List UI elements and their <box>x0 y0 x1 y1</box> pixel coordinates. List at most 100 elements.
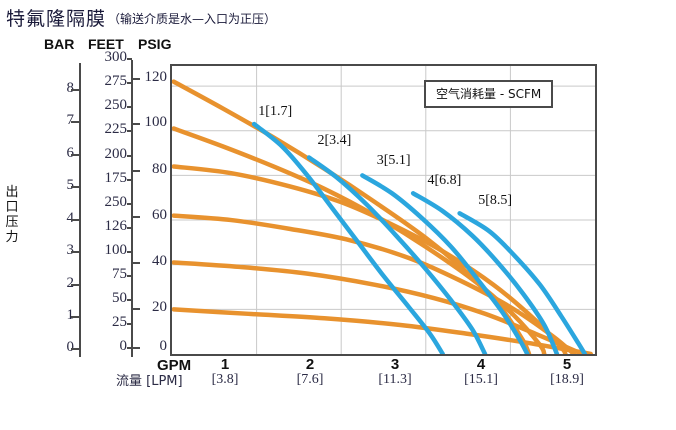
psig-tick-mark <box>133 262 140 264</box>
psig-tick-mark <box>133 347 140 349</box>
bar-tick-mark <box>71 219 79 221</box>
x-tick-gpm: 3 <box>390 356 400 373</box>
feet-tick-label: 75 <box>112 266 127 282</box>
feet-tick-mark <box>127 227 132 229</box>
bar-tick-label: 3 <box>66 242 75 258</box>
feet-tick-label: 126 <box>104 218 128 234</box>
axis-header-feet: FEET <box>88 36 124 52</box>
x-tick-gpm: 2 <box>305 356 315 373</box>
series-callout: 3[5.1] <box>376 153 411 168</box>
psig-tick-mark <box>133 170 140 172</box>
bar-tick-label: 6 <box>66 145 75 161</box>
y-axis-label-char: 出 <box>5 185 19 200</box>
series-line-pressure-curve-6 <box>172 307 594 354</box>
bar-tick-label: 7 <box>66 112 75 128</box>
series-line-117 <box>251 121 445 354</box>
feet-tick-label: 250 <box>104 97 128 113</box>
feet-tick-mark <box>127 299 132 301</box>
bar-tick-mark <box>71 121 79 123</box>
psig-tick-label: 60 <box>152 207 167 223</box>
feet-tick-mark <box>127 179 132 181</box>
psig-tick-mark <box>133 78 140 80</box>
x-axis-tick: 2 [7.6] <box>280 357 340 388</box>
psig-tick-label: 100 <box>144 114 168 130</box>
x-tick-lpm: [11.3] <box>378 372 412 387</box>
series-line-468 <box>410 191 560 354</box>
bar-tick-mark <box>71 251 79 253</box>
bar-scale-rail <box>79 63 81 357</box>
feet-tick-mark <box>127 347 132 349</box>
x-tick-lpm: [7.6] <box>296 372 324 387</box>
chart-canvas <box>172 66 595 354</box>
y-axis-label-char: 压 <box>5 215 19 230</box>
series-callout: 4[6.8] <box>427 173 462 189</box>
bar-tick-mark <box>71 89 79 91</box>
feet-tick-mark <box>127 106 132 108</box>
psig-tick-mark <box>133 308 140 310</box>
bar-tick-label: 0 <box>66 339 75 355</box>
psig-tick-mark <box>133 123 140 125</box>
feet-tick-label: 225 <box>104 121 128 137</box>
title-subtitle: （输送介质是水—入口为正压） <box>108 12 277 26</box>
bar-tick-label: 4 <box>66 210 75 226</box>
feet-tick-label: 250 <box>104 194 128 210</box>
axis-header-gpm: GPM <box>157 357 192 374</box>
bar-tick-mark <box>71 348 79 350</box>
bar-tick-label: 2 <box>66 275 75 291</box>
bar-tick-mark <box>71 154 79 156</box>
feet-tick-mark <box>127 203 132 205</box>
legend-box: 空气消耗量 - SCFM <box>424 80 554 108</box>
x-axis-tick: 4 [15.1] <box>451 357 511 388</box>
feet-tick-mark <box>127 130 132 132</box>
series-callout: 2[3.4] <box>317 132 352 148</box>
x-tick-gpm: 4 <box>476 356 486 373</box>
series-line-234 <box>306 155 488 354</box>
x-axis-tick: 3 [11.3] <box>365 357 425 388</box>
feet-tick-mark <box>127 251 132 253</box>
series-line-pressure-curve-4 <box>172 213 577 354</box>
psig-tick-label: 40 <box>152 253 167 269</box>
x-tick-lpm: [18.9] <box>550 372 584 387</box>
title-main: 特氟隆隔膜 <box>6 8 107 30</box>
feet-tick-label: 275 <box>104 73 128 89</box>
feet-tick-label: 25 <box>112 314 127 330</box>
series-line-585 <box>457 211 588 354</box>
y-axis-label-char: 力 <box>5 230 19 245</box>
x-axis-tick: 5 [18.9] <box>537 357 597 388</box>
x-axis-label: 流量 [LPM] <box>116 374 183 389</box>
legend-label: 空气消耗量 - SCFM <box>436 87 542 101</box>
feet-tick-label: 300 <box>104 49 128 65</box>
feet-tick-mark <box>127 323 132 325</box>
feet-tick-label: 0 <box>119 338 128 354</box>
psig-tick-mark <box>133 216 140 218</box>
psig-tick-label: 20 <box>152 299 167 315</box>
bar-tick-mark <box>71 316 79 318</box>
chart-plot-area <box>170 64 597 356</box>
bar-tick-mark <box>71 284 79 286</box>
x-tick-lpm: [3.8] <box>211 372 239 387</box>
y-axis-label-char: 口 <box>5 200 19 215</box>
x-axis-tick: 1 [3.8] <box>195 357 255 388</box>
series-callout: 5[8.5] <box>478 193 513 209</box>
bar-tick-mark <box>71 186 79 188</box>
page-title: 特氟隆隔膜 （输送介质是水—入口为正压） <box>6 4 276 31</box>
bar-tick-label: 1 <box>66 307 75 323</box>
bar-tick-label: 5 <box>66 177 75 193</box>
feet-tick-mark <box>127 155 132 157</box>
feet-tick-label: 50 <box>112 290 127 306</box>
feet-scale-rail <box>131 60 133 357</box>
psig-tick-label: 80 <box>152 161 167 177</box>
x-tick-gpm: 1 <box>220 356 230 373</box>
x-tick-gpm: 5 <box>562 356 572 373</box>
x-tick-lpm: [15.1] <box>464 372 498 387</box>
series-callout: 1[1.7] <box>258 103 293 119</box>
series-line-351 <box>360 173 530 354</box>
feet-tick-label: 175 <box>104 170 128 186</box>
psig-tick-label: 0 <box>159 338 168 354</box>
feet-tick-label: 100 <box>104 242 128 258</box>
y-axis-label: 出 口 压 力 <box>2 185 22 245</box>
feet-tick-mark <box>127 58 132 60</box>
feet-tick-mark <box>127 275 132 277</box>
psig-tick-label: 120 <box>144 69 168 85</box>
feet-tick-label: 200 <box>104 146 128 162</box>
